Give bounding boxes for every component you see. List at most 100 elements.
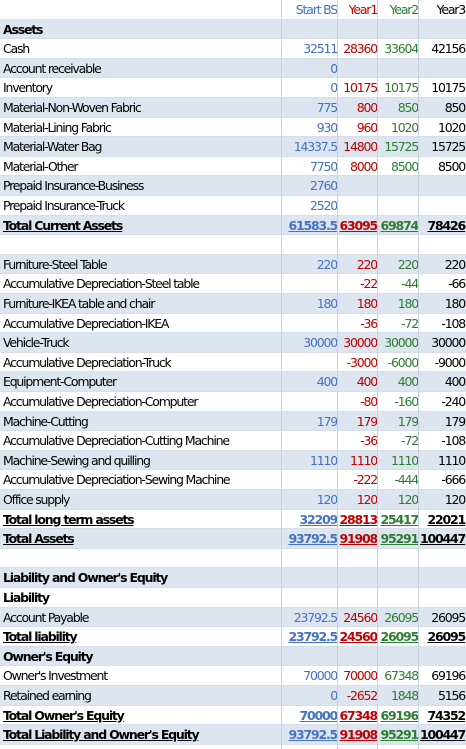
value-cell-c3[interactable]: 1020 xyxy=(390,119,419,135)
value-cell-c1[interactable]: 400 xyxy=(316,374,338,390)
value-cell-c2[interactable]: 400 xyxy=(356,374,378,390)
value-cell-c4[interactable]: 10175 xyxy=(431,80,466,96)
value-cell-c1[interactable]: 23792.5 xyxy=(293,609,338,625)
value-cell-c1[interactable] xyxy=(282,568,337,588)
value-cell-c3[interactable]: -44 xyxy=(401,276,419,292)
row-label-cell[interactable]: Total liability xyxy=(3,629,78,645)
value-cell-c1[interactable]: 32511 xyxy=(303,41,338,57)
value-cell-c1[interactable] xyxy=(282,549,337,569)
value-cell-c2[interactable]: 63095 xyxy=(339,217,379,233)
value-cell-c3[interactable]: 1110 xyxy=(390,452,419,468)
value-cell-c1[interactable] xyxy=(282,314,337,334)
value-cell-c3[interactable]: 850 xyxy=(397,100,419,115)
row-label-cell[interactable]: Material-Lining Fabric xyxy=(3,119,112,135)
value-cell-c1[interactable] xyxy=(282,235,337,255)
value-cell-c2[interactable] xyxy=(338,647,377,667)
value-cell-c2[interactable]: -36 xyxy=(360,315,378,331)
row-label-cell[interactable]: Vehicle-Truck xyxy=(3,335,70,351)
value-cell-c4[interactable] xyxy=(419,647,465,667)
row-label-cell[interactable]: Retained earning xyxy=(3,688,92,703)
value-cell-c2[interactable]: 28360 xyxy=(343,41,378,57)
value-cell-c3[interactable]: -160 xyxy=(394,394,419,409)
value-cell-c3[interactable] xyxy=(378,588,418,608)
value-cell-c4[interactable]: 400 xyxy=(444,374,466,390)
row-label-cell[interactable]: Material-Non-Woven Fabric xyxy=(3,100,142,115)
value-cell-c2[interactable] xyxy=(338,20,377,40)
value-cell-c3[interactable]: 8500 xyxy=(390,158,419,174)
row-label-cell[interactable]: Prepaid Insurance-Truck xyxy=(3,198,125,213)
value-cell-c4[interactable]: 220 xyxy=(444,256,466,272)
row-label-cell[interactable]: Total Current Assets xyxy=(3,217,123,233)
value-cell-c1[interactable]: Start BS xyxy=(295,2,338,17)
value-cell-c2[interactable]: 24560 xyxy=(339,629,379,645)
value-cell-c3[interactable]: 30000 xyxy=(384,335,419,351)
value-cell-c3[interactable]: 180 xyxy=(397,296,419,311)
value-cell-c1[interactable]: 120 xyxy=(316,492,338,507)
value-cell-c2[interactable]: 30000 xyxy=(343,335,378,351)
row-label-cell[interactable]: Total Assets xyxy=(3,531,75,547)
value-cell-c1[interactable]: 70000 xyxy=(299,707,339,723)
value-cell-c2[interactable]: 1110 xyxy=(349,452,378,468)
value-cell-c3[interactable]: 95291 xyxy=(380,727,420,743)
row-label-cell[interactable]: Account Payable xyxy=(3,609,89,625)
value-cell-c1[interactable]: 70000 xyxy=(303,668,338,684)
value-cell-c4[interactable]: 100447 xyxy=(420,727,466,743)
value-cell-c2[interactable] xyxy=(338,196,377,216)
row-label-cell[interactable]: Equipment-Computer xyxy=(3,374,117,390)
value-cell-c1[interactable]: 180 xyxy=(316,296,338,311)
value-cell-c4[interactable] xyxy=(419,235,465,255)
row-label-cell[interactable] xyxy=(3,549,281,569)
value-cell-c1[interactable]: 0 xyxy=(330,688,338,703)
value-cell-c2[interactable]: 24560 xyxy=(343,609,378,625)
value-cell-c4[interactable]: -108 xyxy=(441,315,466,331)
value-cell-c1[interactable] xyxy=(282,274,337,294)
row-label-cell[interactable]: Furniture-Steel Table xyxy=(3,256,108,272)
value-cell-c3[interactable]: -72 xyxy=(401,315,419,331)
value-cell-c1[interactable]: 14337.5 xyxy=(293,139,338,155)
row-label-cell[interactable] xyxy=(3,235,281,255)
value-cell-c3[interactable]: 95291 xyxy=(380,531,420,547)
value-cell-c3[interactable]: 1848 xyxy=(390,688,419,703)
value-cell-c2[interactable]: 10175 xyxy=(343,80,378,96)
row-label-cell[interactable]: Total Liability and Owner's Equity xyxy=(3,727,200,743)
row-label-cell[interactable]: Cash xyxy=(3,41,30,57)
value-cell-c3[interactable]: 67348 xyxy=(384,668,419,684)
value-cell-c3[interactable]: Year2 xyxy=(389,2,420,17)
row-label-cell[interactable]: Material-Water Bag xyxy=(3,139,102,155)
value-cell-c1[interactable] xyxy=(282,431,337,451)
value-cell-c2[interactable] xyxy=(338,235,377,255)
value-cell-c1[interactable]: 7750 xyxy=(309,158,338,174)
value-cell-c1[interactable] xyxy=(282,20,337,40)
value-cell-c1[interactable] xyxy=(282,470,337,490)
value-cell-c3[interactable]: 15725 xyxy=(384,139,419,155)
row-label-cell[interactable]: Liability xyxy=(3,590,50,605)
value-cell-c2[interactable] xyxy=(338,568,377,588)
value-cell-c4[interactable]: 120 xyxy=(444,492,466,507)
value-cell-c3[interactable] xyxy=(378,568,418,588)
value-cell-c3[interactable] xyxy=(378,235,418,255)
value-cell-c4[interactable]: 100447 xyxy=(420,531,466,547)
row-label-cell[interactable]: Accumulative Depreciation-IKEA xyxy=(3,315,169,331)
value-cell-c4[interactable] xyxy=(419,20,465,40)
value-cell-c2[interactable]: 179 xyxy=(356,413,378,429)
value-cell-c2[interactable] xyxy=(338,59,377,79)
value-cell-c3[interactable] xyxy=(378,549,418,569)
value-cell-c1[interactable]: 930 xyxy=(316,119,338,135)
value-cell-c1[interactable]: 93792.5 xyxy=(288,727,338,743)
value-cell-c4[interactable] xyxy=(419,59,465,79)
value-cell-c4[interactable] xyxy=(419,549,465,569)
row-label-cell[interactable]: Machine-Sewing and quilling xyxy=(3,452,151,468)
row-label-cell[interactable]: Account receivable xyxy=(3,60,102,76)
value-cell-c3[interactable] xyxy=(378,647,418,667)
value-cell-c4[interactable]: 42156 xyxy=(431,41,466,57)
value-cell-c3[interactable]: -6000 xyxy=(387,354,420,370)
value-cell-c4[interactable]: 78426 xyxy=(427,217,466,233)
value-cell-c2[interactable]: -222 xyxy=(353,472,378,488)
value-cell-c4[interactable]: 1020 xyxy=(437,119,466,135)
value-cell-c4[interactable]: -240 xyxy=(441,394,466,409)
value-cell-c2[interactable]: 70000 xyxy=(343,668,378,684)
value-cell-c3[interactable] xyxy=(378,59,418,79)
value-cell-c2[interactable]: 8000 xyxy=(349,158,378,174)
row-label-cell[interactable]: Assets xyxy=(3,21,43,37)
value-cell-c4[interactable]: -666 xyxy=(441,472,466,488)
